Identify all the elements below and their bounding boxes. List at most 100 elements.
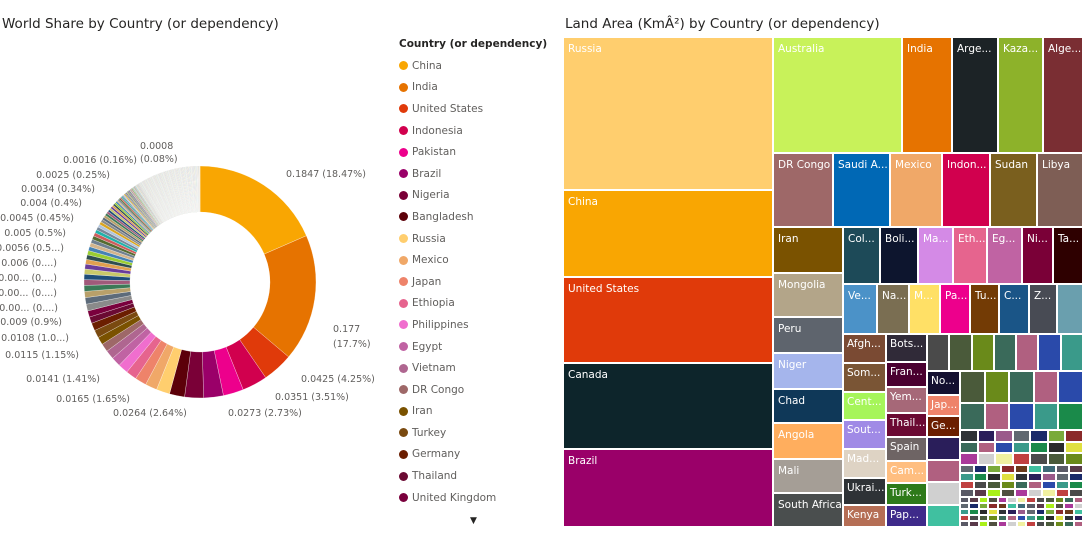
legend-item[interactable]: DR Congo [399, 379, 549, 401]
legend-item[interactable]: Pakistan [399, 141, 549, 163]
treemap-cell[interactable]: Thail... [886, 413, 927, 437]
treemap-cell[interactable] [1016, 509, 1027, 515]
treemap-cell[interactable] [1007, 503, 1017, 509]
treemap-cell[interactable] [1047, 453, 1066, 465]
treemap-cell[interactable] [1026, 509, 1036, 515]
legend-item[interactable]: Russia [399, 228, 549, 250]
treemap-cell[interactable]: Som... [843, 363, 886, 392]
treemap-cell[interactable] [1042, 473, 1056, 481]
treemap-cell[interactable] [1030, 453, 1048, 465]
treemap-cell[interactable]: Eth... [953, 227, 987, 284]
treemap-cell[interactable] [997, 515, 1008, 521]
treemap-cell[interactable] [1007, 521, 1017, 527]
treemap-cell[interactable]: Saudi A... [833, 153, 890, 227]
treemap-cell[interactable] [927, 334, 950, 371]
treemap-cell[interactable] [988, 515, 998, 521]
treemap-cell[interactable] [1014, 489, 1029, 497]
treemap-cell[interactable] [1069, 465, 1083, 473]
treemap-cell[interactable]: Ge... [927, 416, 960, 437]
treemap-cell[interactable] [960, 430, 978, 442]
treemap-cell[interactable]: Libya [1037, 153, 1083, 227]
treemap-cell[interactable] [973, 489, 988, 497]
treemap-cell[interactable] [1001, 489, 1015, 497]
treemap-cell[interactable]: Pap... [886, 505, 927, 527]
treemap-cell[interactable] [1026, 515, 1036, 521]
treemap-cell[interactable] [978, 503, 989, 509]
treemap-cell[interactable] [1038, 334, 1061, 371]
treemap-cell[interactable]: Sudan [990, 153, 1037, 227]
treemap-cell[interactable]: Ta... [1053, 227, 1083, 284]
treemap-cell[interactable]: Eg... [987, 227, 1022, 284]
treemap-cell[interactable] [1033, 403, 1059, 430]
treemap-cell[interactable] [1012, 453, 1031, 465]
treemap-cell[interactable] [1042, 489, 1056, 497]
treemap-cell[interactable]: Ma... [918, 227, 953, 284]
legend-item[interactable]: Japan [399, 271, 549, 293]
treemap-cell[interactable] [977, 430, 996, 442]
treemap-cell[interactable] [978, 509, 989, 515]
treemap-cell[interactable]: Angola [773, 423, 843, 459]
treemap-cell[interactable] [1033, 371, 1059, 403]
treemap-cell[interactable] [984, 371, 1010, 403]
treemap-cell[interactable] [960, 521, 970, 527]
treemap-cell[interactable]: Cent... [843, 392, 886, 420]
legend-item[interactable]: Bangladesh [399, 206, 549, 228]
treemap-cell[interactable] [1064, 509, 1074, 515]
treemap-cell[interactable] [1001, 481, 1015, 489]
treemap-cell[interactable] [1054, 515, 1065, 521]
treemap-cell[interactable] [1012, 430, 1031, 442]
treemap-cell[interactable] [1065, 430, 1083, 442]
treemap-cell[interactable] [978, 497, 989, 503]
treemap-cell[interactable] [978, 515, 989, 521]
treemap-cell[interactable] [927, 459, 960, 482]
legend-item[interactable]: China [399, 55, 549, 77]
treemap-cell[interactable] [1069, 473, 1083, 481]
treemap-cell[interactable] [927, 482, 960, 505]
treemap-cell[interactable] [988, 503, 998, 509]
treemap-cell[interactable]: Arge... [952, 37, 998, 153]
treemap-cell[interactable]: Mexico [890, 153, 942, 227]
treemap-cell[interactable]: Tu... [970, 284, 999, 334]
treemap-cell[interactable] [1045, 515, 1055, 521]
treemap-cell[interactable] [987, 481, 1001, 489]
treemap-cell[interactable] [1055, 481, 1070, 489]
legend-item[interactable]: United Kingdom [399, 487, 549, 509]
treemap-cell[interactable] [1026, 497, 1036, 503]
treemap-cell[interactable] [997, 503, 1008, 509]
legend-item[interactable]: Mexico [399, 249, 549, 271]
treemap-cell[interactable] [960, 441, 978, 454]
treemap-cell[interactable] [1064, 503, 1074, 509]
treemap-cell[interactable] [995, 430, 1013, 442]
treemap-cell[interactable]: Mad... [843, 449, 886, 478]
treemap-cell[interactable] [1069, 489, 1083, 497]
treemap-cell[interactable] [1058, 371, 1083, 403]
treemap-cell[interactable] [1014, 481, 1029, 489]
legend-scroll-down-icon[interactable]: ▼ [470, 516, 477, 526]
treemap-cell[interactable] [1060, 334, 1083, 371]
treemap-cell[interactable] [1026, 521, 1036, 527]
treemap-cell[interactable] [1047, 441, 1066, 454]
treemap-cell[interactable]: South Africa [773, 493, 843, 527]
treemap-cell[interactable] [1035, 509, 1046, 515]
treemap-cell[interactable]: Col... [843, 227, 880, 284]
treemap-cell[interactable]: Russia [563, 37, 773, 190]
treemap-cell[interactable]: Ni... [1022, 227, 1053, 284]
treemap-cell[interactable] [1054, 497, 1065, 503]
treemap-cell[interactable] [1058, 403, 1083, 430]
legend-item[interactable]: Brazil [399, 163, 549, 185]
treemap-cell[interactable]: Cam... [886, 461, 927, 483]
treemap-cell[interactable] [1028, 465, 1042, 473]
treemap-cell[interactable] [1045, 509, 1055, 515]
legend-item[interactable]: United States [399, 98, 549, 120]
treemap-cell[interactable]: Boli... [880, 227, 918, 284]
treemap-cell[interactable] [978, 521, 989, 527]
treemap-cell[interactable] [1054, 509, 1065, 515]
treemap-cell[interactable] [973, 465, 988, 473]
treemap-cell[interactable] [1054, 521, 1065, 527]
treemap-cell[interactable] [1042, 481, 1056, 489]
treemap-cell[interactable] [1045, 497, 1055, 503]
treemap-cell[interactable] [960, 515, 970, 521]
treemap-cell[interactable] [1073, 497, 1083, 503]
treemap-cell[interactable] [997, 521, 1008, 527]
treemap-cell[interactable] [1055, 465, 1070, 473]
